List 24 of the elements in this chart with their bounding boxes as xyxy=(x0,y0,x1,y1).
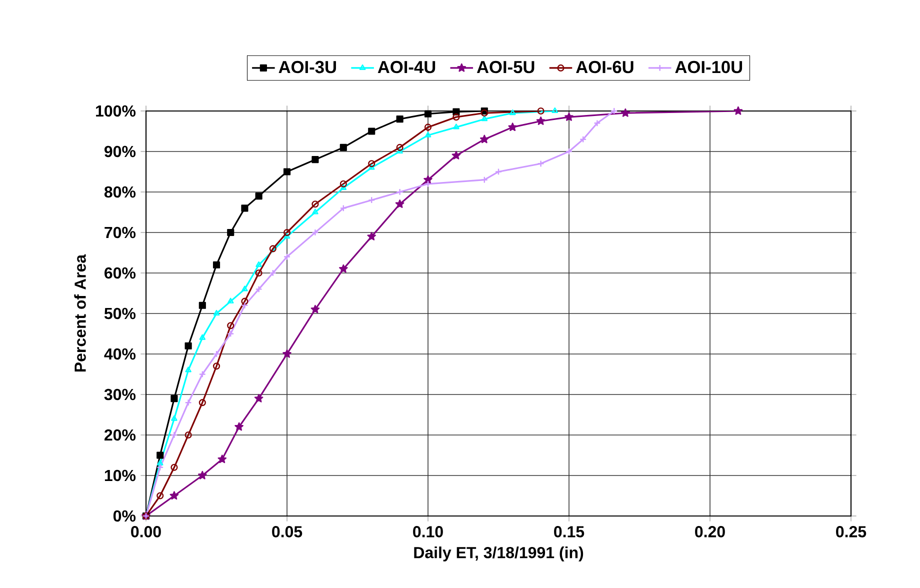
x-tick-label: 0.15 xyxy=(554,526,584,538)
x-axis-title: Daily ET, 3/18/1991 (in) xyxy=(414,546,584,562)
y-tick-label: 90% xyxy=(104,146,136,158)
x-tick-label: 0.25 xyxy=(836,526,866,538)
y-tick-label: 20% xyxy=(104,429,136,441)
x-tick-label: 0.20 xyxy=(695,526,725,538)
legend-label: AOI-6U xyxy=(576,60,634,74)
y-tick-label: 60% xyxy=(104,267,136,279)
y-tick-label: 10% xyxy=(104,470,136,482)
y-tick-label: 50% xyxy=(104,308,136,320)
x-tick-label: 0.00 xyxy=(131,526,161,538)
x-tick-label: 0.05 xyxy=(272,526,302,538)
y-tick-label: 30% xyxy=(104,388,136,400)
legend-label: AOI-10U xyxy=(675,60,742,74)
y-tick-label: 70% xyxy=(104,226,136,238)
legend-label: AOI-4U xyxy=(378,60,436,74)
legend-label: AOI-3U xyxy=(278,60,336,74)
y-tick-label: 40% xyxy=(104,348,136,360)
y-tick-label: 100% xyxy=(96,105,136,117)
y-tick-label: 0% xyxy=(113,510,136,522)
legend-label: AOI-5U xyxy=(476,60,534,74)
y-tick-label: 80% xyxy=(104,186,136,198)
y-axis-title: Percent of Area xyxy=(74,254,86,372)
x-tick-label: 0.10 xyxy=(413,526,443,538)
